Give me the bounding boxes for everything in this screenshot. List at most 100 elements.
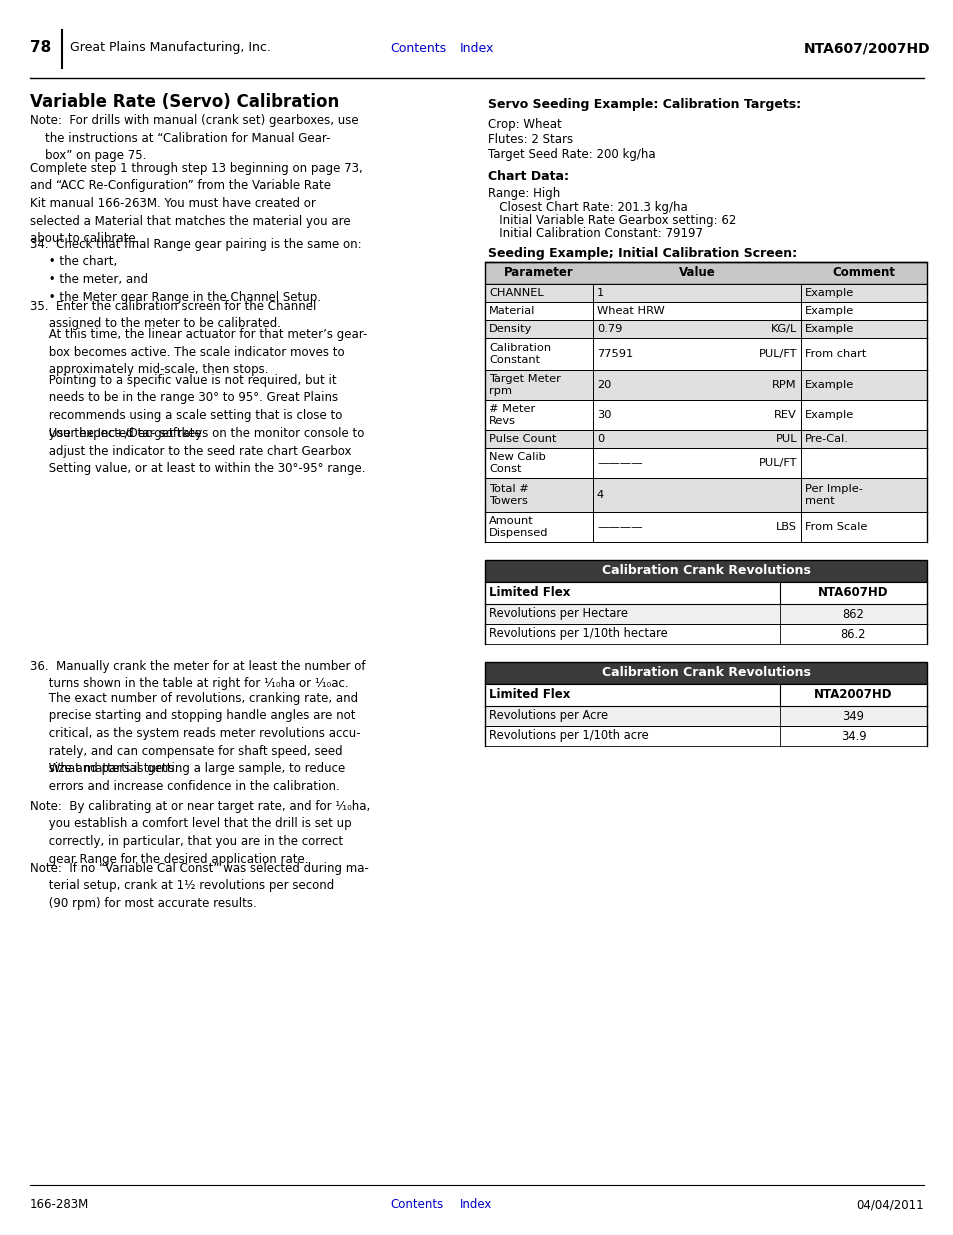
Bar: [484, 320, 926, 338]
Text: Example: Example: [804, 306, 853, 316]
Text: Variable Rate (Servo) Calibration: Variable Rate (Servo) Calibration: [30, 93, 339, 111]
Text: PUL: PUL: [775, 433, 796, 445]
Text: Pulse Count: Pulse Count: [489, 433, 556, 445]
Text: REV: REV: [774, 410, 796, 420]
Bar: [484, 400, 926, 430]
Text: Revolutions per Acre: Revolutions per Acre: [489, 709, 607, 722]
Text: 862: 862: [841, 608, 863, 620]
Text: 4: 4: [597, 490, 603, 500]
Text: Material: Material: [489, 306, 535, 316]
Text: Index: Index: [459, 42, 494, 54]
Text: Revolutions per 1/10th hectare: Revolutions per 1/10th hectare: [489, 627, 667, 641]
Text: Initial Calibration Constant: 79197: Initial Calibration Constant: 79197: [488, 227, 702, 240]
Text: Amount
Dispensed: Amount Dispensed: [489, 516, 548, 537]
Text: Example: Example: [804, 410, 853, 420]
Text: Note:  If no “Variable Cal Const” was selected during ma-
     terial setup, cra: Note: If no “Variable Cal Const” was sel…: [30, 862, 369, 910]
Text: Target Meter
rpm: Target Meter rpm: [489, 374, 560, 395]
Text: Pointing to a specific value is not required, but it
     needs to be in the ran: Pointing to a specific value is not requ…: [30, 374, 342, 440]
Text: Servo Seeding Example: Calibration Targets:: Servo Seeding Example: Calibration Targe…: [488, 98, 801, 111]
Text: 78: 78: [30, 41, 51, 56]
Bar: [484, 478, 926, 513]
Text: 35.  Enter the calibration screen for the Channel
     assigned to the meter to : 35. Enter the calibration screen for the…: [30, 300, 316, 331]
Text: 166-283M: 166-283M: [30, 1198, 90, 1212]
Text: CHANNEL: CHANNEL: [489, 288, 543, 298]
Text: Seeding Example; Initial Calibration Screen:: Seeding Example; Initial Calibration Scr…: [488, 247, 797, 261]
Bar: [484, 624, 926, 643]
Bar: [484, 684, 926, 706]
Text: Example: Example: [804, 324, 853, 333]
Text: # Meter
Revs: # Meter Revs: [489, 404, 535, 426]
Text: PUL/FT: PUL/FT: [758, 350, 796, 359]
Text: Calibration Crank Revolutions: Calibration Crank Revolutions: [601, 564, 810, 578]
Bar: [484, 338, 926, 370]
Bar: [484, 706, 926, 726]
Text: Value: Value: [678, 267, 715, 279]
Text: 1: 1: [597, 288, 603, 298]
Text: Limited Flex: Limited Flex: [489, 688, 570, 701]
Text: Note:  By calibrating at or near target rate, and for ¹⁄₁₀ha,
     you establish: Note: By calibrating at or near target r…: [30, 800, 370, 866]
Bar: [484, 430, 926, 448]
Text: Total #
Towers: Total # Towers: [489, 484, 528, 506]
Text: Calibration
Constant: Calibration Constant: [489, 343, 551, 364]
Text: 77591: 77591: [597, 350, 633, 359]
Text: Great Plains Manufacturing, Inc.: Great Plains Manufacturing, Inc.: [70, 42, 271, 54]
Text: Calibration Crank Revolutions: Calibration Crank Revolutions: [601, 667, 810, 679]
Text: 36.  Manually crank the meter for at least the number of
     turns shown in the: 36. Manually crank the meter for at leas…: [30, 659, 365, 690]
Bar: [484, 370, 926, 400]
Text: Example: Example: [804, 288, 853, 298]
Text: Chart Data:: Chart Data:: [488, 170, 568, 183]
Text: 34.9: 34.9: [840, 730, 865, 742]
Text: New Calib
Const: New Calib Const: [489, 452, 545, 474]
Bar: [484, 513, 926, 542]
Bar: [484, 726, 926, 746]
Text: 0: 0: [597, 433, 603, 445]
Text: Per Imple-
ment: Per Imple- ment: [804, 484, 862, 506]
Text: Comment: Comment: [832, 267, 895, 279]
Text: 0.79: 0.79: [597, 324, 621, 333]
Text: PUL/FT: PUL/FT: [758, 458, 796, 468]
Text: Note:  For drills with manual (crank set) gearboxes, use
    the instructions at: Note: For drills with manual (crank set)…: [30, 114, 358, 162]
Text: Revolutions per 1/10th acre: Revolutions per 1/10th acre: [489, 730, 648, 742]
Text: Closest Chart Rate: 201.3 kg/ha: Closest Chart Rate: 201.3 kg/ha: [488, 201, 687, 214]
Text: NTA607/2007HD: NTA607/2007HD: [802, 41, 929, 56]
Text: Target Seed Rate: 200 kg/ha: Target Seed Rate: 200 kg/ha: [488, 148, 655, 161]
Text: Contents: Contents: [390, 42, 446, 54]
Text: Pre-Cal.: Pre-Cal.: [804, 433, 848, 445]
Text: Crop: Wheat: Crop: Wheat: [488, 119, 561, 131]
Bar: [484, 284, 926, 303]
Text: Revolutions per Hectare: Revolutions per Hectare: [489, 608, 627, 620]
Text: Initial Variable Rate Gearbox setting: 62: Initial Variable Rate Gearbox setting: 6…: [488, 214, 736, 227]
Text: From chart: From chart: [804, 350, 865, 359]
Text: KG/L: KG/L: [770, 324, 796, 333]
Bar: [484, 662, 926, 684]
Bar: [484, 303, 926, 320]
Text: ————: ————: [597, 522, 641, 532]
Bar: [484, 559, 926, 582]
Text: What matters is getting a large sample, to reduce
     errors and increase confi: What matters is getting a large sample, …: [30, 762, 345, 793]
Text: Limited Flex: Limited Flex: [489, 587, 570, 599]
Text: LBS: LBS: [775, 522, 796, 532]
Text: Range: High: Range: High: [488, 186, 559, 200]
Text: Example: Example: [804, 380, 853, 390]
Text: ————: ————: [597, 458, 641, 468]
Bar: [484, 262, 926, 284]
Text: Flutes: 2 Stars: Flutes: 2 Stars: [488, 133, 573, 146]
Text: 30: 30: [597, 410, 611, 420]
Text: The exact number of revolutions, cranking rate, and
     precise starting and st: The exact number of revolutions, crankin…: [30, 692, 360, 776]
Text: Contents: Contents: [390, 1198, 443, 1212]
Bar: [484, 604, 926, 624]
Text: Complete step 1 through step 13 beginning on page 73,
and “ACC Re-Configuration”: Complete step 1 through step 13 beginnin…: [30, 162, 362, 245]
Text: Parameter: Parameter: [503, 267, 574, 279]
Text: At this time, the linear actuator for that meter’s gear-
     box becomes active: At this time, the linear actuator for th…: [30, 329, 367, 375]
Text: NTA2007HD: NTA2007HD: [814, 688, 892, 701]
Text: Wheat HRW: Wheat HRW: [597, 306, 664, 316]
Text: NTA607HD: NTA607HD: [818, 587, 888, 599]
Text: Index: Index: [459, 1198, 492, 1212]
Bar: [484, 582, 926, 604]
Text: Use the Inc+/Dec- softkeys on the monitor console to
     adjust the indicator t: Use the Inc+/Dec- softkeys on the monito…: [30, 427, 365, 475]
Bar: [484, 448, 926, 478]
Text: 04/04/2011: 04/04/2011: [856, 1198, 923, 1212]
Text: 86.2: 86.2: [840, 627, 865, 641]
Text: 20: 20: [597, 380, 611, 390]
Text: 349: 349: [841, 709, 863, 722]
